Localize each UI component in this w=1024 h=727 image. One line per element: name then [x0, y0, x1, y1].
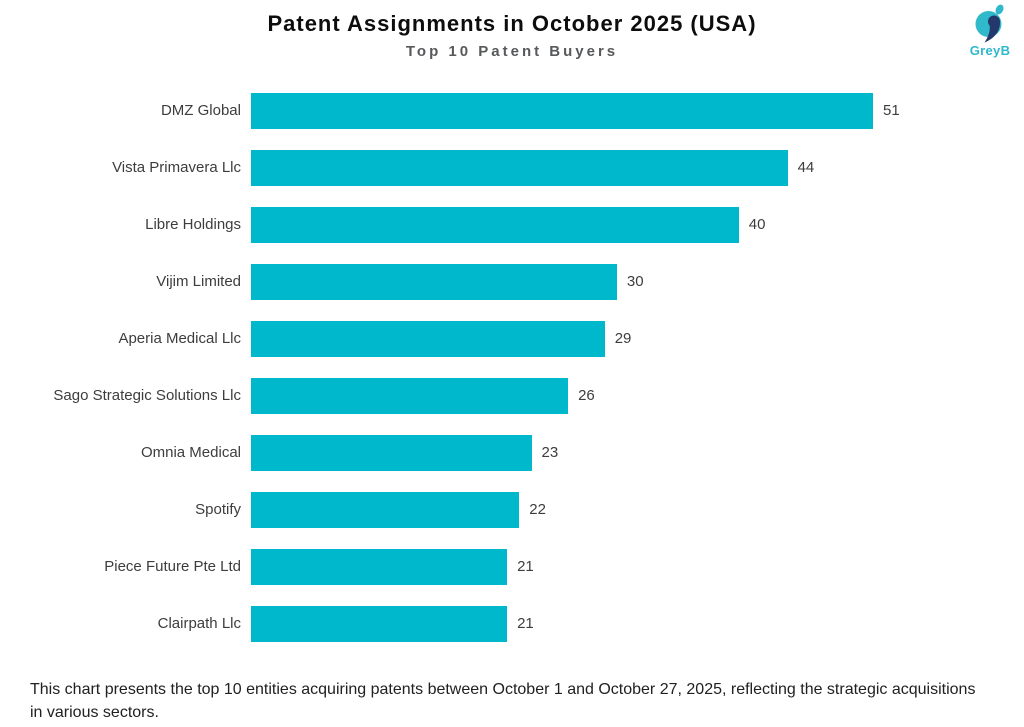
- bar: [251, 491, 520, 528]
- value-label: 21: [517, 558, 534, 575]
- bar-row: Clairpath Llc 21: [0, 595, 1024, 652]
- bar-track: 30: [251, 263, 1024, 300]
- bar: [251, 377, 569, 414]
- bar: [251, 320, 605, 357]
- bar: [251, 206, 739, 243]
- category-label: DMZ Global: [160, 102, 241, 119]
- category-label: Vijim Limited: [156, 273, 241, 290]
- bar-track: 40: [251, 206, 1024, 243]
- chart-subtitle: Top 10 Patent Buyers: [405, 43, 619, 60]
- category-label: Aperia Medical Llc: [118, 330, 241, 347]
- category-label: Vista Primavera Llc: [112, 159, 241, 176]
- bar-track: 22: [251, 491, 1024, 528]
- bar-track: 51: [251, 92, 1024, 129]
- bar: [251, 263, 617, 300]
- bar-track: 26: [251, 377, 1024, 414]
- bar: [251, 434, 532, 471]
- bar-row: Omnia Medical 23: [0, 424, 1024, 481]
- bar-row: Vista Primavera Llc 44: [0, 139, 1024, 196]
- bar-track: 21: [251, 548, 1024, 585]
- category-label: Omnia Medical: [140, 444, 241, 461]
- bar-row: Piece Future Pte Ltd 21: [0, 538, 1024, 595]
- bar-chart: DMZ Global 51 Vista Primavera Llc 44 Lib…: [0, 82, 1024, 652]
- category-label: Sago Strategic Solutions Llc: [53, 387, 241, 404]
- bar: [251, 605, 508, 642]
- category-label: Clairpath Llc: [157, 615, 241, 632]
- value-label: 21: [517, 615, 534, 632]
- bar-track: 44: [251, 149, 1024, 186]
- value-label: 44: [797, 159, 815, 176]
- value-label: 23: [541, 444, 559, 461]
- value-label: 26: [578, 387, 595, 404]
- bar-track: 29: [251, 320, 1024, 357]
- category-label: Spotify: [195, 501, 241, 518]
- bar-track: 23: [251, 434, 1024, 471]
- bar-track: 21: [251, 605, 1024, 642]
- value-label: 30: [626, 273, 644, 290]
- bar-row: Sago Strategic Solutions Llc 26: [0, 367, 1024, 424]
- value-label: 40: [748, 216, 766, 233]
- bar-row: Spotify 22: [0, 481, 1024, 538]
- greyb-logo-icon: [975, 4, 1004, 43]
- bar: [251, 548, 508, 585]
- bar-row: Libre Holdings 40: [0, 196, 1024, 253]
- bar-row: Aperia Medical Llc 29: [0, 310, 1024, 367]
- chart-caption: This chart presents the top 10 entities …: [30, 681, 976, 721]
- bar-row: Vijim Limited 30: [0, 253, 1024, 310]
- bar: [251, 149, 788, 186]
- value-label: 29: [614, 330, 632, 347]
- bar-row: DMZ Global 51: [0, 82, 1024, 139]
- chart-header: Patent Assignments in October 2025 (USA)…: [0, 0, 1024, 62]
- category-label: Libre Holdings: [145, 216, 241, 233]
- greyb-logo: GreyB: [961, 2, 1019, 58]
- chart-title: Patent Assignments in October 2025 (USA): [267, 11, 757, 36]
- value-label: 51: [883, 102, 900, 119]
- bar: [251, 92, 873, 129]
- category-label: Piece Future Pte Ltd: [104, 558, 241, 575]
- greyb-logo-text: GreyB: [969, 43, 1011, 58]
- value-label: 22: [529, 501, 546, 518]
